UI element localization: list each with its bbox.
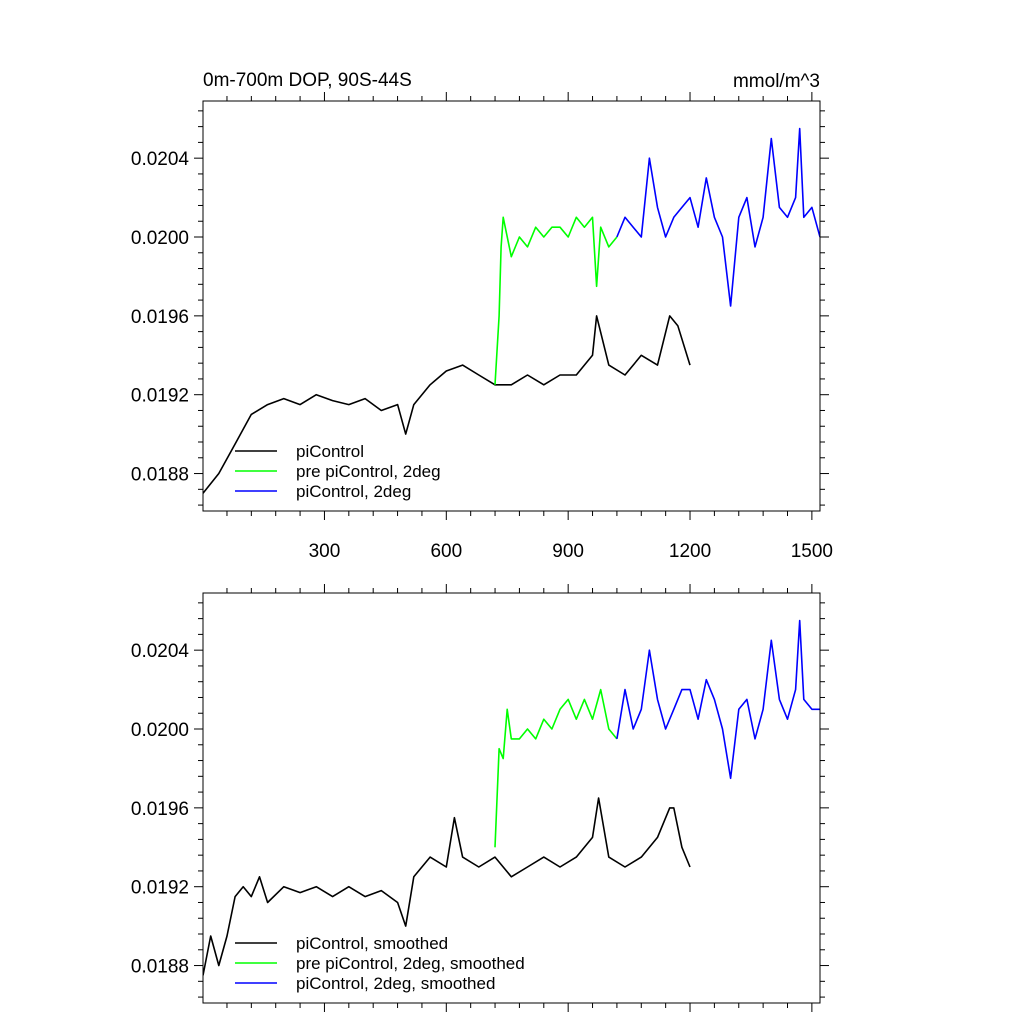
panel-top: 0m-700m DOP, 90S-44S mmol/m^3 0.0188 0.01… xyxy=(131,70,833,562)
series-line-2 xyxy=(494,688,618,848)
plot-frame xyxy=(202,592,821,1004)
legend-label: piControl, 2deg, smoothed xyxy=(296,974,495,993)
y-tick-label: 0.0196 xyxy=(131,307,189,328)
series-line-1 xyxy=(203,315,691,494)
y-tick-label: 0.0196 xyxy=(131,799,189,820)
y-tick-label: 0.0188 xyxy=(131,957,189,978)
x-tick-label: 300 xyxy=(309,541,341,562)
panel-bottom: 0.0188 0.0192 0.0196 0.0200 0.0204 piControl,… xyxy=(131,584,829,1012)
y-tick-label: 0.0188 xyxy=(131,465,189,486)
legend-label: pre piControl, 2deg, smoothed xyxy=(296,954,525,973)
series-line-3 xyxy=(616,619,820,780)
y-tick-label: 0.0200 xyxy=(131,720,189,741)
x-tick-label: 600 xyxy=(430,541,462,562)
legend-label: piControl, smoothed xyxy=(296,934,448,953)
y-tick-label: 0.0204 xyxy=(131,149,190,170)
legend-label: piControl xyxy=(296,442,364,461)
series-line-3 xyxy=(616,127,820,307)
y-tick-label: 0.0200 xyxy=(131,228,189,249)
y-tick-label: 0.0192 xyxy=(131,878,189,899)
chart-title: 0m-700m DOP, 90S-44S xyxy=(203,70,412,91)
x-tick-label: 1500 xyxy=(791,541,833,562)
chart-units: mmol/m^3 xyxy=(733,71,820,92)
y-tick-label: 0.0192 xyxy=(131,386,189,407)
y-tick-label: 0.0204 xyxy=(131,641,190,662)
series-line-1 xyxy=(203,797,691,976)
series-line-2 xyxy=(494,216,618,385)
x-tick-label: 1200 xyxy=(669,541,711,562)
plot-frame xyxy=(202,100,821,512)
x-tick-label: 900 xyxy=(552,541,584,562)
legend-label: piControl, 2deg xyxy=(296,482,411,501)
legend-label: pre piControl, 2deg xyxy=(296,462,441,481)
